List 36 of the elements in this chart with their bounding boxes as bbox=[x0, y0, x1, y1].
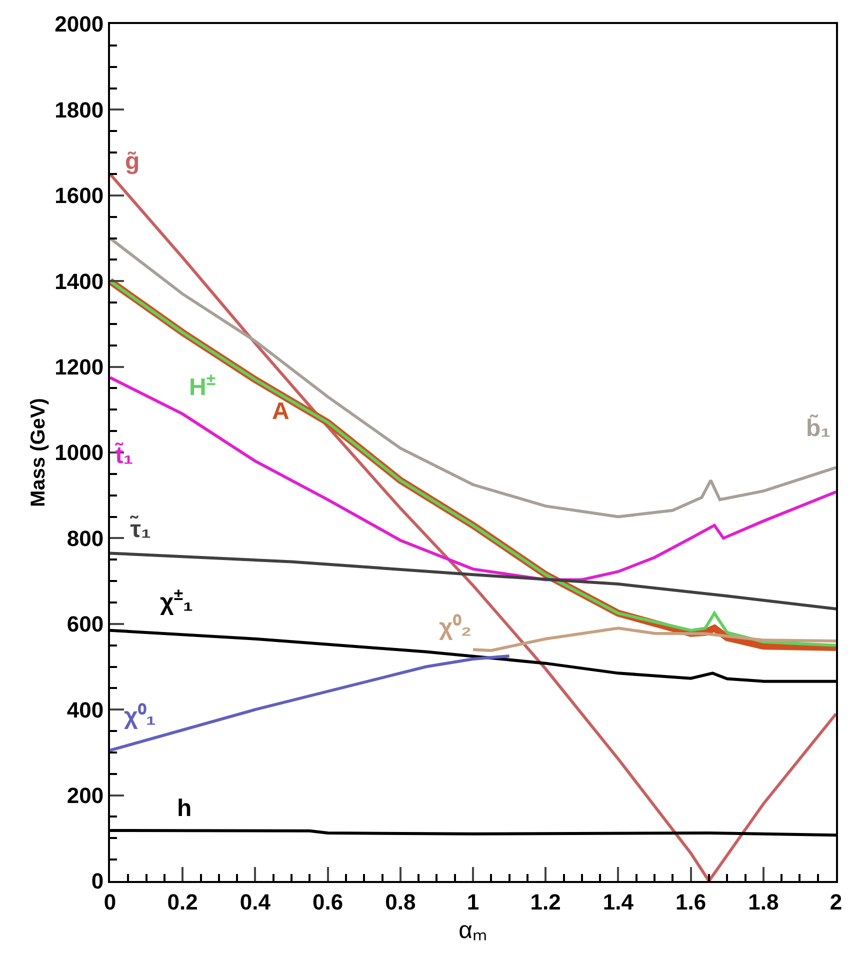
x-tick-label: 1.4 bbox=[602, 889, 634, 914]
y-tick-label: 600 bbox=[66, 612, 104, 637]
x-tick-label: 2 bbox=[830, 889, 842, 914]
x-tick-label: 0.2 bbox=[167, 889, 198, 914]
line-series bbox=[472, 626, 836, 652]
series-label: A bbox=[272, 398, 290, 425]
x-tick-label: 1 bbox=[466, 889, 480, 914]
y-tick-label: 1400 bbox=[54, 268, 104, 294]
series-label: χ$^{±}$₁ bbox=[160, 585, 194, 616]
x-tick-label: 1.6 bbox=[676, 889, 706, 914]
y-axis-title: Mass (GeV) bbox=[28, 398, 50, 507]
y-tick-label: 1800 bbox=[54, 97, 104, 122]
series-label: b̃₁ bbox=[806, 414, 831, 442]
line-series bbox=[110, 376, 836, 582]
series-label: t̃₁ bbox=[115, 442, 134, 470]
y-tick-label: 1200 bbox=[54, 354, 104, 380]
line-series bbox=[110, 654, 511, 752]
series-label: H$^{±}$ bbox=[189, 370, 216, 402]
x-axis-title: αₘ bbox=[458, 917, 488, 944]
x-tick-label: 0.4 bbox=[240, 889, 272, 914]
series-label: χ⁰₁ bbox=[124, 703, 156, 730]
series-label: τ̃₁ bbox=[130, 515, 151, 543]
x-tick-label: 1.8 bbox=[748, 889, 779, 914]
y-tick-label: 0 bbox=[91, 868, 104, 894]
x-tick-label: 0.8 bbox=[385, 889, 416, 914]
y-tick-label: 1000 bbox=[54, 440, 104, 466]
y-tick-label: 1600 bbox=[54, 183, 104, 208]
series-label: χ⁰₂ bbox=[439, 614, 472, 641]
y-tick-label: 800 bbox=[66, 526, 104, 551]
x-tick-label: 1.2 bbox=[530, 889, 561, 914]
x-tick-label: 0.6 bbox=[312, 889, 344, 914]
y-tick-label: 2000 bbox=[54, 12, 104, 37]
y-tick-label: 200 bbox=[66, 783, 104, 808]
series-label: h bbox=[177, 795, 192, 822]
y-tick-label: 400 bbox=[66, 697, 104, 722]
series-label: g̃ bbox=[125, 148, 140, 175]
